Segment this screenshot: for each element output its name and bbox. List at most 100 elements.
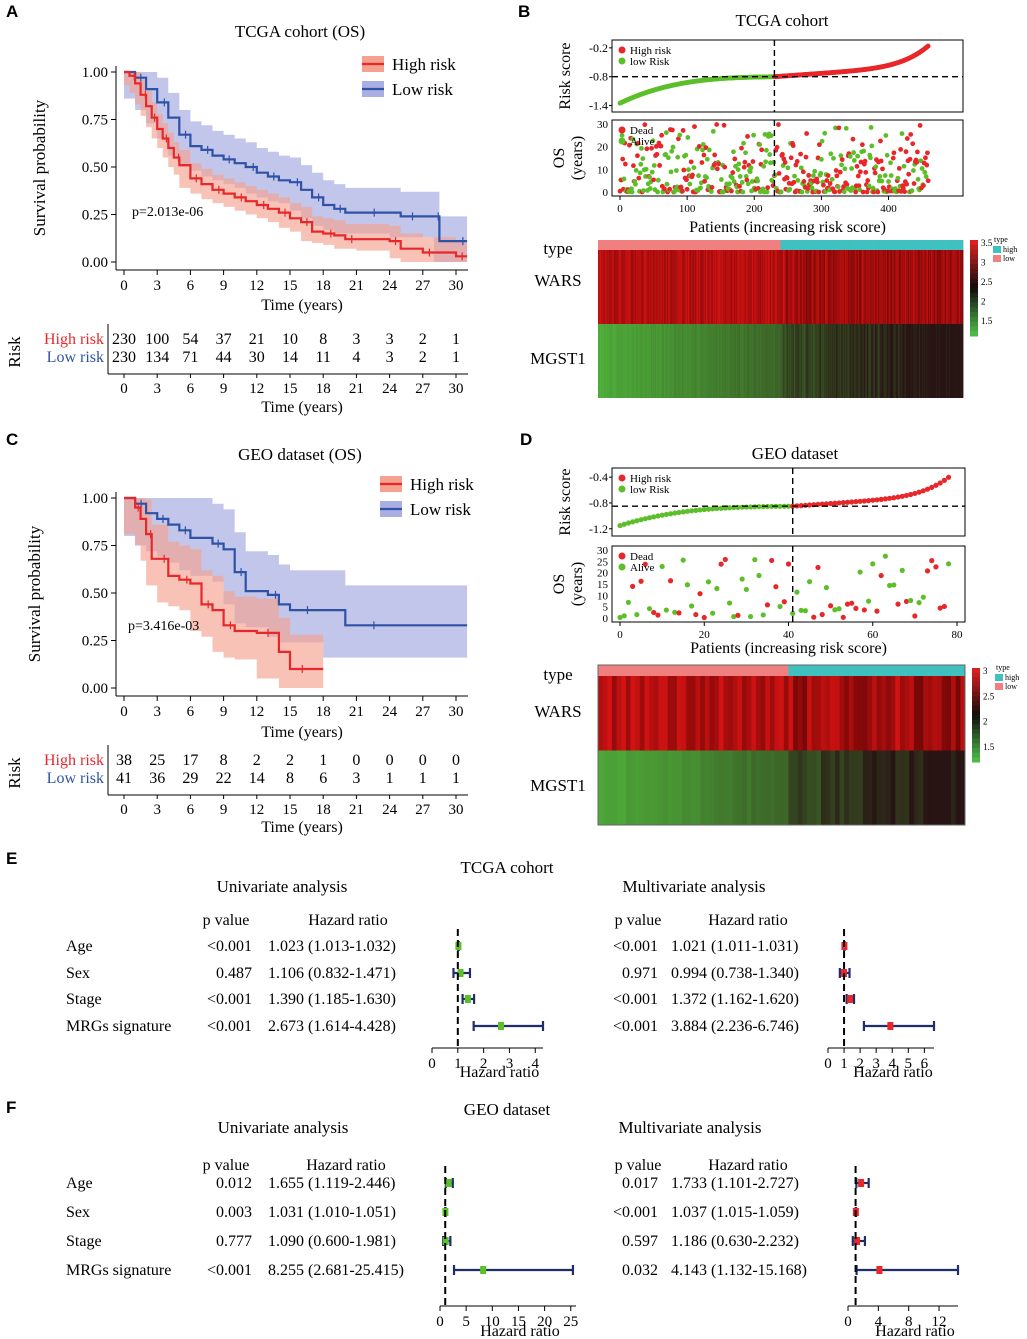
heatmap-mgst1-cell [937,324,939,398]
os-dot [800,169,806,175]
heatmap-wars-cell [768,250,770,324]
heatmap-wars-cell [782,250,785,324]
heatmap-wars-cell [765,676,771,751]
heatmap-mgst1-cell [656,324,658,398]
forest-variable: MRGs signature [66,1018,171,1035]
heatmap-mgst1-cell [701,324,703,398]
os-dot [626,142,632,148]
heatmap-mgst1-cell [627,324,629,398]
os-dot [832,607,838,613]
heatmap-wars-cell [928,250,931,324]
heatmap-type-cell [878,240,881,250]
heatmap-mgst1-cell [616,750,622,825]
heatmap-type-cell [782,240,784,250]
heatmap-mgst1-cell [690,324,693,398]
heatmap-wars-cell [665,250,667,324]
heatmap-wars-cell [617,250,620,324]
heatmap-type-cell [945,240,947,250]
os-dot [924,568,931,574]
heatmap-type-cell [807,240,809,250]
heatmap-type-cell [813,240,815,250]
forest-hr-text: 1.021 (1.011-1.031) [671,938,798,955]
heatmap-type-cell [823,240,825,250]
heatmap-wars-cell [756,250,758,324]
heatmap-wars-cell [895,676,901,751]
score-dot [916,489,922,495]
score-y-tick-label: -1.4 [589,99,608,113]
heatmap-mgst1-cell [728,750,734,825]
os-dot [810,173,816,178]
heatmap-type-cell [697,240,699,250]
heatmap-mgst1-cell [630,324,632,398]
os-dot [655,189,660,195]
heatmap-wars-cell [867,676,873,751]
heatmap-type-cell [925,240,927,250]
heatmap-wars-cell [887,250,889,324]
heatmap-type-cell [863,240,866,250]
heatmap-type-cell [622,240,624,250]
os-dot [921,183,926,188]
heatmap-wars-cell [844,250,846,324]
heatmap-mgst1-cell [810,324,812,398]
colorbar-segment [972,747,980,754]
os-dot [716,161,722,167]
heatmap-type-cell [883,240,885,250]
heatmap-type-cell [658,665,664,676]
heatmap-wars-cell [732,250,735,324]
heatmap-wars-cell [649,250,651,324]
heatmap-type-cell [758,240,760,250]
heatmap-mgst1-cell [899,750,906,825]
heatmap-type-cell [640,240,643,250]
forest-heading: Univariate analysis [218,1118,349,1137]
score-dot [667,511,674,517]
heatmap-type-cell [774,240,777,250]
heatmap-wars-cell [824,250,827,324]
heatmap-wars-cell [717,250,720,324]
os-dot [685,135,691,140]
heatmap-mgst1-cell [707,324,709,398]
os-dot [917,123,923,128]
os-dot [630,583,636,589]
os-dot [831,155,836,161]
heatmap-wars-cell [959,250,962,324]
heatmap-wars-cell [910,250,912,324]
heatmap-type-cell [637,240,639,250]
heatmap-mgst1-cell [786,324,789,398]
heatmap-wars-cell [798,250,800,324]
heatmap-wars-cell [832,250,834,324]
heatmap-wars-cell [697,250,699,324]
heatmap-type-cell [867,240,869,250]
heatmap-mgst1-cell [873,324,875,398]
heatmap-wars-cell [788,250,790,324]
heatmap-mgst1-cell [846,324,848,398]
heatmap-type-cell [775,240,777,250]
risk-count: 29 [182,770,198,787]
heatmap-type-cell [658,240,660,250]
heatmap-wars-cell [827,250,829,324]
heatmap-mgst1-cell [885,324,887,398]
heatmap-mgst1-cell [677,324,679,398]
os-dot [709,184,715,190]
heatmap-mgst1-cell [797,324,799,398]
heatmap-mgst1-cell [701,324,704,398]
colorbar-segment [970,264,978,270]
os-dot [851,158,857,163]
heatmap-mgst1-cell [797,750,803,825]
heatmap-type-cell [807,665,813,676]
forest-hr-text: 1.186 (0.630-2.232) [671,1233,799,1250]
heatmap-wars-cell [947,250,949,324]
heatmap-wars-cell [686,250,689,324]
heatmap-wars-cell [828,250,830,324]
risk-x-tick-label: 30 [449,381,464,397]
heatmap-mgst1-cell [771,324,773,398]
km-legend-label: High risk [392,55,456,74]
heatmap-wars-cell [898,250,900,324]
heatmap-mgst1-cell [955,750,961,825]
heatmap-mgst1-cell [870,324,873,398]
type-legend-label: low [1003,254,1015,263]
heatmap-mgst1-cell [728,324,731,398]
heatmap-type-cell [788,665,794,676]
os-dot [757,142,763,148]
risk-count: 1 [319,752,327,769]
os-dot [785,561,792,567]
